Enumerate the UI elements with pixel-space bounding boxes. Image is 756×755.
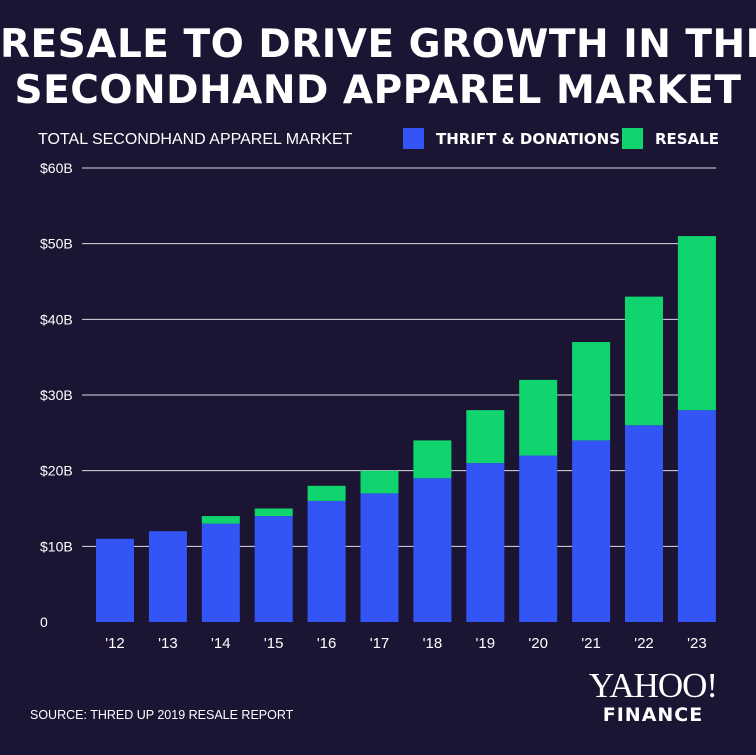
y-tick-label-60: $60B	[40, 160, 73, 176]
bar-thrift-5	[360, 493, 399, 622]
bar-thrift-10	[625, 425, 663, 622]
x-tick-label-0: '12	[105, 635, 125, 652]
bar-resale-11	[677, 236, 716, 411]
bar-resale-2	[201, 516, 240, 524]
legend-label-thrift: THRIFT & DONATIONS	[436, 129, 621, 148]
bar-resale-3	[254, 508, 293, 517]
bar-resale-8	[519, 379, 558, 456]
yahoo-finance-logo: YAHOO! FINANCE	[583, 666, 723, 727]
x-tick-label-3: '15	[264, 635, 284, 652]
logo-yahoo: YAHOO!	[588, 666, 718, 705]
source-note: SOURCE: THRED UP 2019 RESALE REPORT	[30, 708, 294, 722]
y-tick-label-40: $40B	[40, 311, 73, 327]
bar-resale-6	[413, 440, 452, 479]
bar-thrift-11	[677, 410, 716, 622]
bar-thrift-3	[254, 516, 293, 622]
legend-swatch-thrift	[403, 128, 424, 149]
y-tick-label-0: 0	[40, 614, 48, 630]
logo-finance: FINANCE	[602, 704, 704, 726]
bar-thrift-9	[572, 440, 611, 622]
x-tick-label-1: '13	[158, 635, 178, 652]
bar-thrift-1	[148, 531, 187, 622]
bar-resale-7	[466, 410, 505, 464]
chart-title-line-2: SECONDHAND APPAREL MARKET	[14, 68, 742, 113]
x-tick-label-5: '17	[370, 635, 390, 652]
bar-resale-4	[307, 485, 346, 501]
bar-resale-5	[360, 470, 399, 494]
legend-item-thrift: THRIFT & DONATIONS	[403, 128, 620, 149]
x-tick-label-10: '22	[634, 635, 654, 652]
legend-label-resale: RESALE	[655, 129, 720, 148]
x-tick-label-9: '21	[581, 635, 601, 652]
bar-thrift-7	[466, 463, 505, 622]
bar-thrift-0	[96, 538, 134, 622]
x-tick-label-7: '19	[476, 635, 496, 652]
chart-title-line-1: RESALE TO DRIVE GROWTH IN THE	[0, 22, 756, 67]
x-tick-label-4: '16	[317, 635, 337, 652]
bar-resale-10	[625, 296, 663, 426]
x-tick-label-8: '20	[528, 635, 548, 652]
bar-resale-9	[572, 342, 611, 441]
chart-title: RESALE TO DRIVE GROWTH IN THE SECONDHAND…	[0, 22, 756, 114]
bar-thrift-8	[519, 455, 558, 622]
y-tick-label-20: $20B	[40, 463, 73, 479]
legend-swatch-resale	[622, 128, 643, 149]
bar-thrift-4	[307, 500, 346, 622]
legend-item-resale: RESALE	[622, 128, 719, 149]
x-tick-label-6: '18	[423, 635, 443, 652]
y-tick-label-10: $10B	[40, 538, 73, 554]
x-tick-label-11: '23	[687, 635, 707, 652]
y-tick-label-50: $50B	[40, 236, 73, 252]
chart-subtitle: TOTAL SECONDHAND APPAREL MARKET	[38, 131, 353, 148]
bar-thrift-2	[201, 523, 240, 622]
y-tick-label-30: $30B	[40, 387, 73, 403]
bar-thrift-6	[413, 478, 452, 622]
x-tick-label-2: '14	[211, 635, 231, 652]
